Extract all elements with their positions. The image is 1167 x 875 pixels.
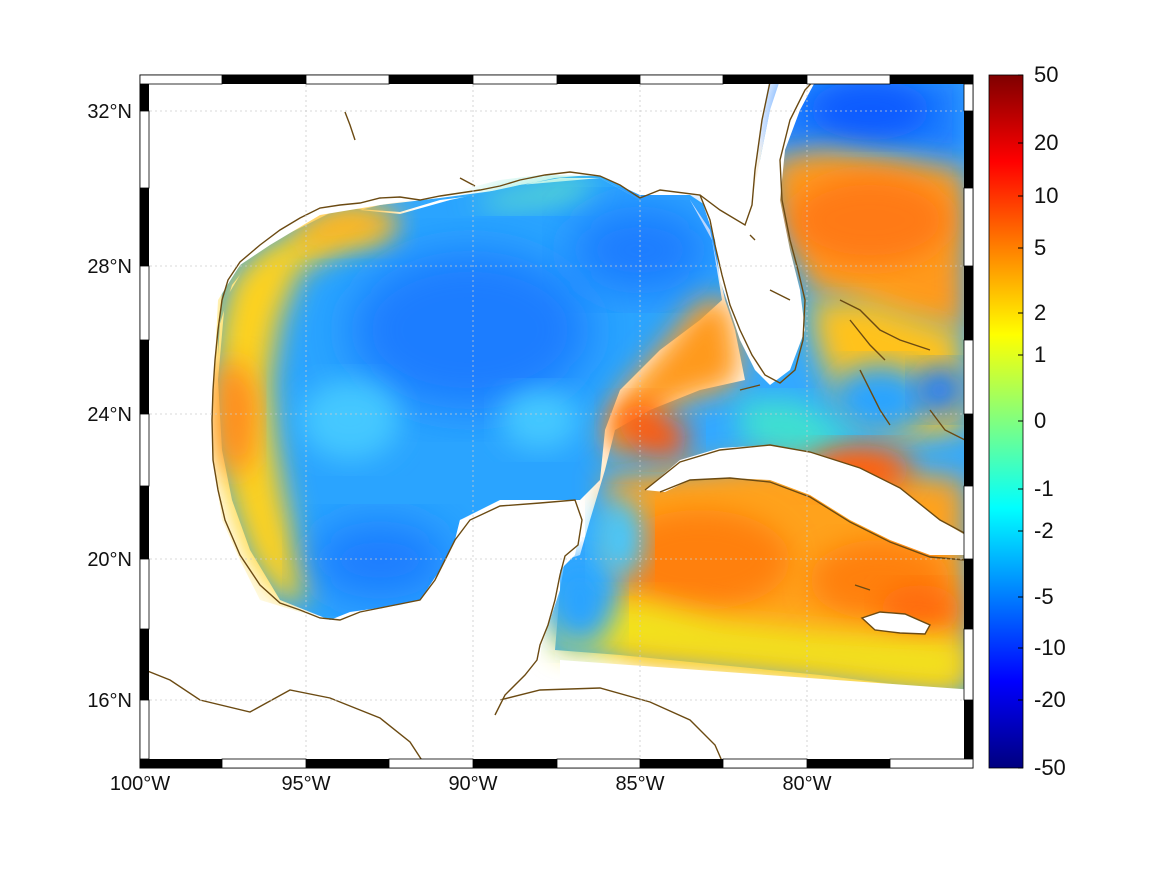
lat-label-16n: 16°N	[87, 690, 132, 712]
colorbar-label-neg5: -5	[1034, 584, 1054, 609]
lon-label-85w: 85°W	[615, 773, 664, 795]
map-frame	[139, 74, 974, 769]
frame-bottom	[140, 758, 974, 769]
grid-lines	[140, 75, 973, 768]
frame-right	[963, 83, 974, 759]
colorbar-label-2: 2	[1034, 300, 1046, 325]
lat-label-28n: 28°N	[87, 256, 132, 278]
colorbar-label-10: 10	[1034, 183, 1058, 208]
lon-label-95w: 95°W	[281, 773, 330, 795]
colorbar-tick-marks	[1018, 74, 1023, 769]
lat-label-24n: 24°N	[87, 404, 132, 426]
coastlines	[140, 75, 969, 768]
colorbar-label-0: 0	[1034, 408, 1046, 433]
lat-label-32n: 32°N	[87, 101, 132, 123]
frame-left	[139, 84, 150, 760]
colorbar-label-50: 50	[1034, 62, 1058, 87]
colorbar: 50 20 10 5 2 1 0 -1 -2 -5 -10 -20 -50	[988, 62, 1066, 780]
frame-top	[139, 74, 973, 85]
colorbar-label-5: 5	[1034, 235, 1046, 260]
lat-label-20n: 20°N	[87, 549, 132, 571]
colorbar-label-neg2: -2	[1034, 518, 1054, 543]
colorbar-label-20: 20	[1034, 130, 1058, 155]
colorbar-label-neg10: -10	[1034, 635, 1066, 660]
lon-label-80w: 80°W	[782, 773, 831, 795]
colorbar-label-neg20: -20	[1034, 687, 1066, 712]
colorbar-label-neg1: -1	[1034, 476, 1054, 501]
lon-tick-labels: 100°W 95°W 90°W 85°W 80°W	[110, 773, 832, 795]
atlantic-caribbean-field	[545, 75, 965, 690]
land-mask	[140, 75, 973, 768]
map-panel	[140, 75, 973, 768]
colorbar-gradient	[988, 74, 1024, 769]
lon-label-100w: 100°W	[110, 773, 170, 795]
lon-label-90w: 90°W	[448, 773, 497, 795]
lat-tick-labels: 32°N 28°N 24°N 20°N 16°N	[87, 101, 132, 712]
colorbar-label-1: 1	[1034, 342, 1046, 367]
colorbar-label-neg50: -50	[1034, 755, 1066, 780]
colorbar-tick-labels: 50 20 10 5 2 1 0 -1 -2 -5 -10 -20 -50	[1034, 62, 1066, 780]
